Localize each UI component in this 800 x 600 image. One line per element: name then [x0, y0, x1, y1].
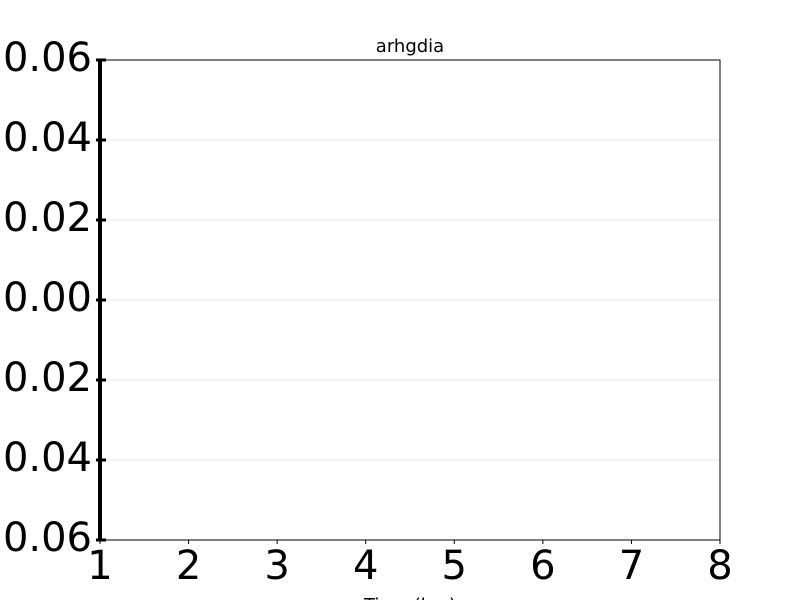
- x-tick-label: 8: [707, 543, 732, 589]
- x-tick-label: 7: [619, 543, 644, 589]
- x-tick-label: 3: [264, 543, 289, 589]
- chart-title: arhgdia: [376, 36, 444, 57]
- y-tick-label: 0.02: [3, 195, 92, 241]
- y-tick-label: −0.02: [0, 355, 92, 401]
- x-tick-label: 5: [442, 543, 467, 589]
- x-axis-label: Time (hrs): [363, 595, 456, 600]
- y-tick-label: 0.04: [3, 115, 92, 161]
- x-tick-label: 4: [353, 543, 378, 589]
- y-tick-label: −0.04: [0, 435, 92, 481]
- y-tick-label: −0.06: [0, 515, 92, 561]
- y-tick-label: 0.00: [3, 275, 92, 321]
- y-tick-label: 0.06: [3, 35, 92, 81]
- x-tick-label: 1: [87, 543, 112, 589]
- x-tick-label: 6: [530, 543, 555, 589]
- x-tick-label: 2: [176, 543, 201, 589]
